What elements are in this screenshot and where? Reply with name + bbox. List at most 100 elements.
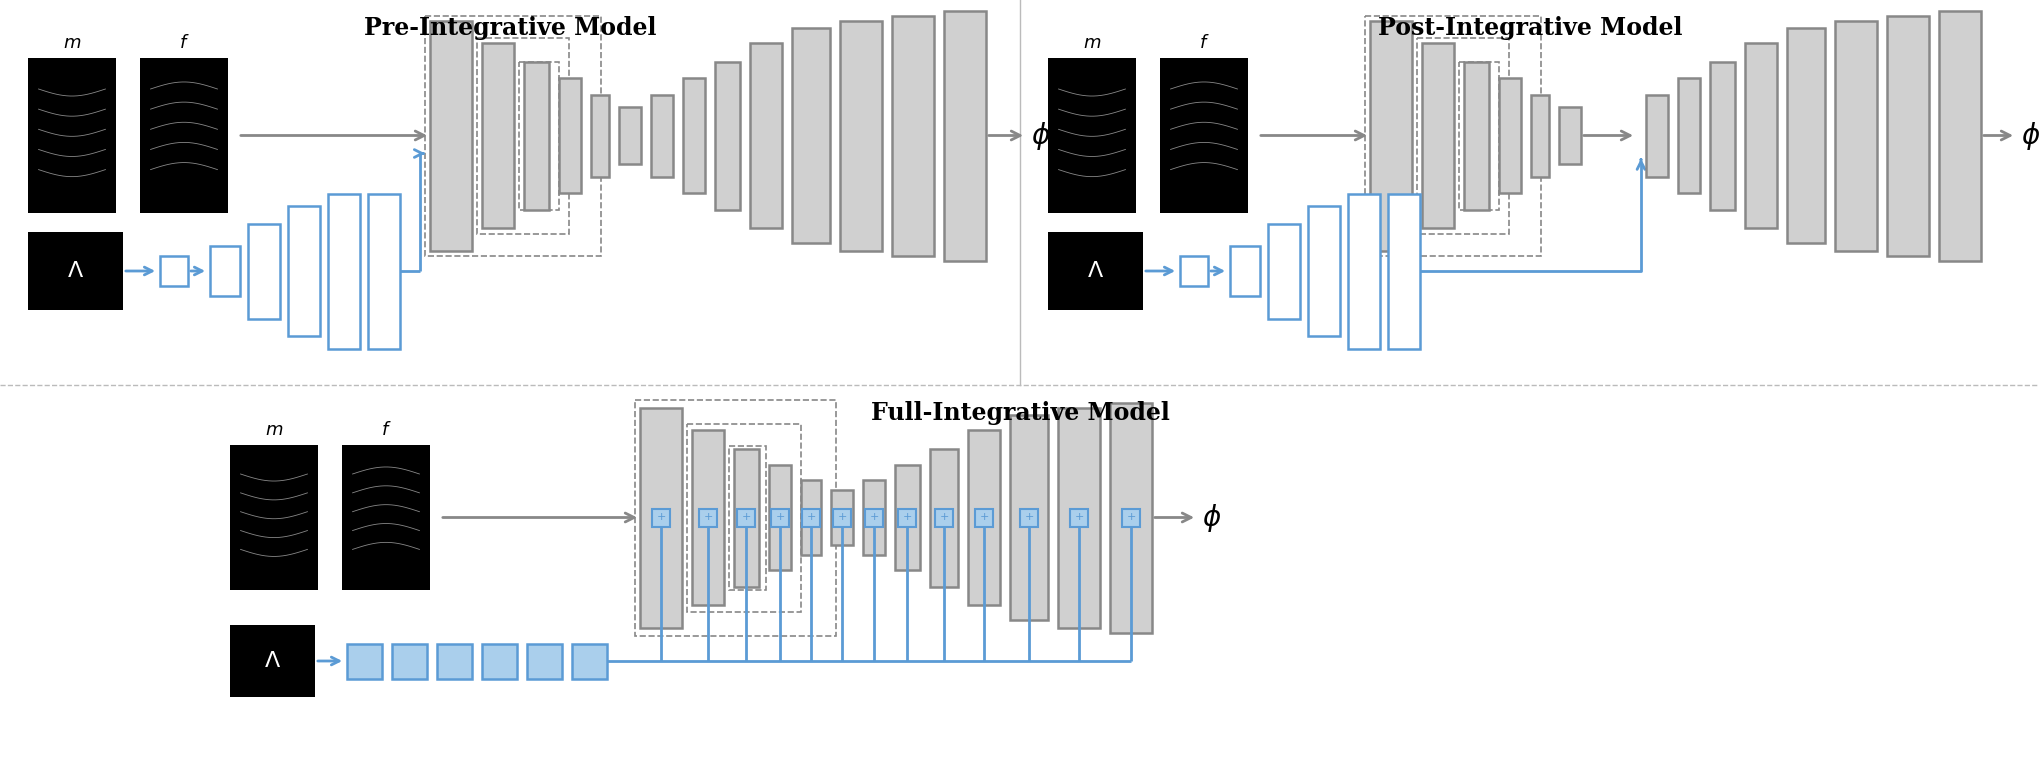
Bar bbox=[1179, 256, 1207, 286]
Bar bbox=[862, 480, 885, 555]
Text: +: + bbox=[1024, 512, 1034, 522]
Bar bbox=[1121, 508, 1140, 527]
Bar bbox=[791, 28, 830, 243]
Bar bbox=[865, 508, 883, 527]
Text: $\phi$: $\phi$ bbox=[1030, 119, 1050, 151]
Bar bbox=[159, 256, 188, 286]
Text: $m$: $m$ bbox=[1083, 34, 1101, 52]
Bar bbox=[481, 43, 514, 228]
Text: +: + bbox=[657, 512, 665, 522]
Text: $\Lambda$: $\Lambda$ bbox=[263, 650, 281, 672]
Bar bbox=[683, 78, 705, 193]
Bar bbox=[634, 400, 836, 635]
Text: $f$: $f$ bbox=[381, 421, 391, 439]
Bar bbox=[1268, 224, 1299, 318]
Text: +: + bbox=[742, 512, 750, 522]
Bar bbox=[1678, 78, 1698, 193]
Bar bbox=[424, 15, 602, 255]
Bar bbox=[801, 480, 820, 555]
Text: +: + bbox=[1126, 512, 1136, 522]
Bar bbox=[249, 224, 279, 318]
Bar bbox=[1307, 206, 1340, 336]
Bar bbox=[1020, 508, 1038, 527]
Text: $\phi$: $\phi$ bbox=[2021, 119, 2039, 151]
Bar bbox=[29, 232, 122, 310]
Bar bbox=[1835, 21, 1876, 251]
Bar bbox=[738, 508, 754, 527]
Text: +: + bbox=[805, 512, 816, 522]
Bar bbox=[1645, 95, 1668, 177]
Text: $\Lambda$: $\Lambda$ bbox=[67, 260, 84, 282]
Bar bbox=[230, 445, 318, 590]
Bar bbox=[832, 508, 850, 527]
Bar bbox=[391, 644, 426, 678]
Bar bbox=[650, 95, 673, 177]
Bar bbox=[618, 107, 640, 164]
Bar bbox=[591, 95, 610, 177]
Bar bbox=[1886, 15, 1929, 255]
Bar bbox=[559, 78, 581, 193]
Bar bbox=[895, 465, 920, 570]
Bar bbox=[328, 194, 359, 348]
Bar bbox=[1370, 21, 1411, 251]
Text: +: + bbox=[869, 512, 879, 522]
Bar bbox=[897, 508, 916, 527]
Text: $\Lambda$: $\Lambda$ bbox=[1087, 260, 1103, 282]
Bar bbox=[1937, 11, 1980, 261]
Bar bbox=[1160, 58, 1248, 213]
Bar bbox=[771, 508, 789, 527]
Text: $\phi$: $\phi$ bbox=[1201, 501, 1221, 534]
Bar bbox=[1421, 43, 1454, 228]
Bar bbox=[1558, 107, 1580, 164]
Bar bbox=[526, 644, 561, 678]
Bar bbox=[571, 644, 608, 678]
Bar bbox=[691, 430, 724, 605]
Bar bbox=[1070, 508, 1087, 527]
Bar bbox=[830, 490, 852, 545]
Bar bbox=[975, 508, 993, 527]
Bar bbox=[801, 508, 820, 527]
Bar bbox=[481, 644, 516, 678]
Bar bbox=[1109, 402, 1152, 632]
Bar bbox=[1009, 415, 1048, 620]
Bar bbox=[1048, 58, 1136, 213]
Bar bbox=[891, 15, 934, 255]
Bar bbox=[347, 644, 381, 678]
Text: Pre-Integrative Model: Pre-Integrative Model bbox=[363, 16, 657, 40]
Bar bbox=[728, 445, 765, 590]
Bar bbox=[287, 206, 320, 336]
Bar bbox=[477, 38, 569, 234]
Text: $f$: $f$ bbox=[179, 34, 190, 52]
Bar bbox=[1529, 95, 1548, 177]
Text: +: + bbox=[903, 512, 911, 522]
Text: +: + bbox=[836, 512, 846, 522]
Bar bbox=[1387, 194, 1419, 348]
Bar bbox=[734, 448, 759, 587]
Bar bbox=[652, 508, 669, 527]
Bar bbox=[969, 430, 999, 605]
Text: Post-Integrative Model: Post-Integrative Model bbox=[1376, 16, 1682, 40]
Bar bbox=[1058, 408, 1099, 628]
Bar bbox=[930, 448, 958, 587]
Bar bbox=[1230, 246, 1260, 296]
Text: $m$: $m$ bbox=[63, 34, 82, 52]
Bar bbox=[1786, 28, 1825, 243]
Bar bbox=[524, 62, 548, 209]
Bar bbox=[934, 508, 952, 527]
Bar bbox=[343, 445, 430, 590]
Bar bbox=[1499, 78, 1521, 193]
Text: +: + bbox=[979, 512, 989, 522]
Bar bbox=[840, 21, 881, 251]
Bar bbox=[769, 465, 791, 570]
Bar bbox=[1417, 38, 1509, 234]
Bar bbox=[230, 625, 314, 697]
Bar bbox=[1458, 62, 1499, 209]
Bar bbox=[640, 408, 681, 628]
Bar bbox=[29, 58, 116, 213]
Bar bbox=[1348, 194, 1378, 348]
Bar bbox=[1464, 62, 1488, 209]
Text: +: + bbox=[703, 512, 712, 522]
Bar bbox=[750, 43, 781, 228]
Bar bbox=[1709, 62, 1733, 209]
Text: Full-Integrative Model: Full-Integrative Model bbox=[871, 401, 1168, 425]
